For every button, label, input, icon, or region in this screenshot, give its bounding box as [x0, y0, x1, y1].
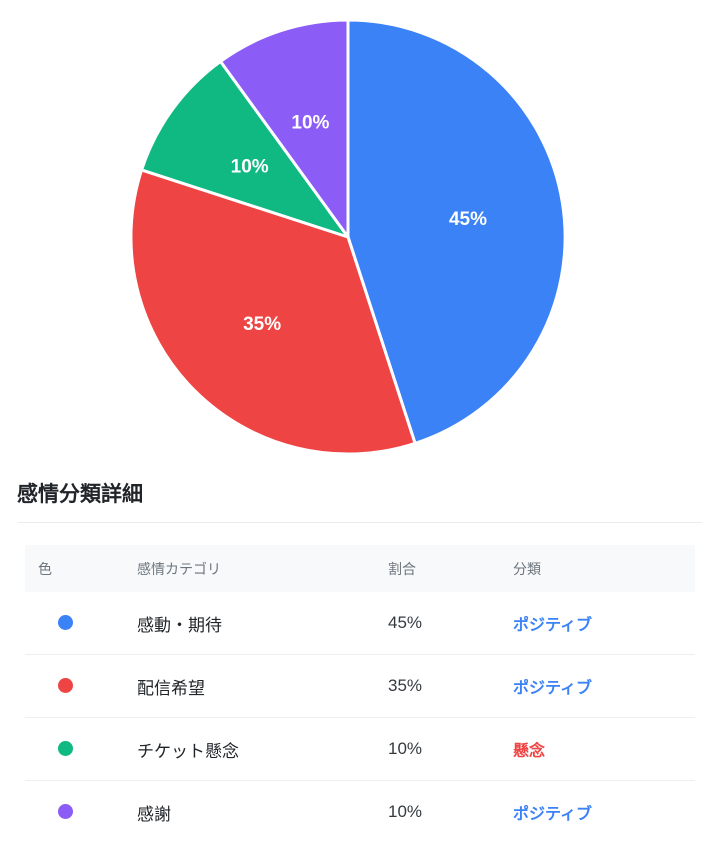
color-dot-icon [58, 804, 73, 820]
percent-cell: 45% [388, 613, 423, 632]
table-row: 感謝 10% ポジティブ [25, 781, 695, 843]
table-header-cell: 分類 [513, 560, 541, 577]
pie-slice-4[interactable] [219, 18, 350, 239]
percent-cell: 35% [388, 676, 423, 695]
table-row: チケット懸念 10% 懸念 [25, 718, 695, 781]
pie-slice-label: 35% [243, 314, 281, 335]
sentiment-pie-chart: 45% 35% 10% 10% [129, 18, 567, 456]
classification-cell: ポジティブ [513, 806, 593, 823]
pie-slice-1[interactable] [346, 18, 567, 445]
pie-slice-2[interactable] [129, 168, 417, 456]
sentiment-report-page: 45% 35% 10% 10% 感情分類詳細 色 感情カテゴリ 割合 分類 感動・期待 45… [17, 18, 702, 843]
category-cell: 感謝 [137, 804, 171, 824]
color-dot-icon [58, 741, 73, 757]
classification-cell: ポジティブ [513, 680, 593, 697]
percent-cell: 10% [388, 739, 423, 758]
pie-slice-label: 10% [291, 112, 329, 133]
classification-cell: ポジティブ [513, 617, 593, 634]
table-header-row: 色 感情カテゴリ 割合 分類 [25, 545, 695, 592]
percent-cell: 10% [388, 802, 423, 821]
pie-slice-3[interactable] [140, 59, 350, 239]
color-dot-icon [58, 615, 73, 631]
category-cell: 感動・期待 [137, 615, 222, 635]
table-header-cell: 割合 [388, 560, 416, 577]
pie-chart-canvas: 45% 35% 10% 10% [129, 18, 567, 456]
section-title: 感情分類詳細 [17, 483, 143, 506]
table-row: 配信希望 35% ポジティブ [25, 655, 695, 718]
color-cell [25, 677, 137, 695]
category-cell: 配信希望 [137, 678, 205, 698]
color-cell [25, 740, 137, 758]
color-dot-icon [58, 678, 73, 694]
table-row: 感動・期待 45% ポジティブ [25, 592, 695, 655]
classification-cell: 懸念 [513, 743, 546, 760]
pie-slice-label: 45% [449, 209, 487, 230]
table-header-cell: 感情カテゴリ [137, 560, 221, 577]
table-body: 感動・期待 45% ポジティブ 配信希望 35% ポジティブ チケット懸念 10… [25, 592, 695, 843]
color-cell [25, 614, 137, 632]
emotion-classification-table: 色 感情カテゴリ 割合 分類 感動・期待 45% ポジティブ 配信希望 35% ポジテ… [25, 545, 695, 843]
color-cell [25, 803, 137, 821]
section-divider [18, 522, 702, 523]
pie-slice-label: 10% [231, 157, 269, 178]
category-cell: チケット懸念 [137, 741, 239, 761]
table-header-cell: 色 [38, 560, 52, 577]
